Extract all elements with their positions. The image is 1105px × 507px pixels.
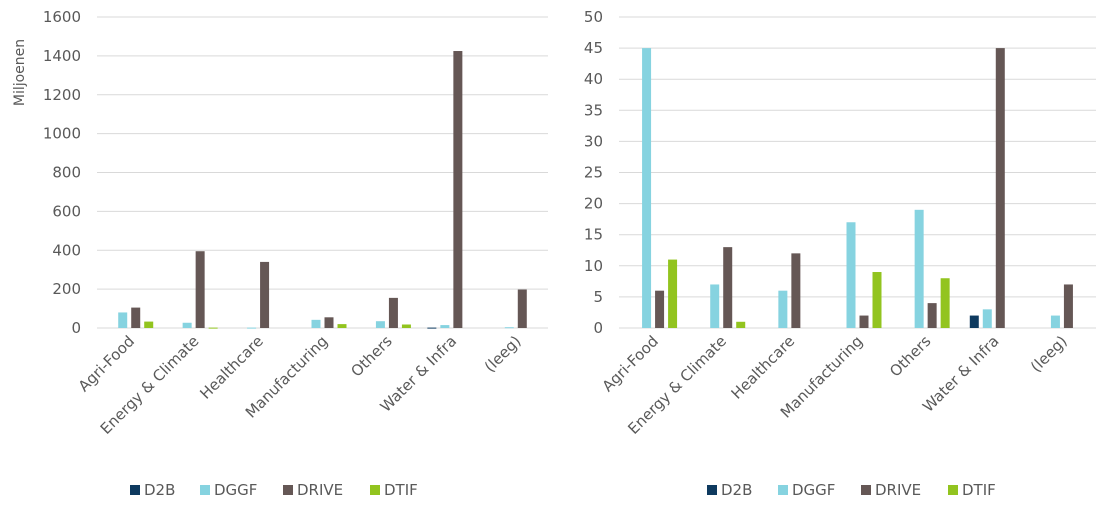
bar-dggf-agri-food — [118, 312, 128, 328]
bar-dggf-leeg — [1050, 315, 1060, 328]
legend-swatch-dtif — [948, 485, 958, 495]
bar-d2b-water-infra — [427, 327, 437, 329]
y-tick-label: 1200 — [43, 86, 81, 104]
bar-dggf-healthcare — [247, 327, 257, 329]
x-tick-label: Agri-Food — [599, 332, 662, 395]
legend-swatch-dggf — [778, 485, 788, 495]
bar-dggf-water-infra — [982, 309, 992, 328]
y-tick-label: 20 — [584, 195, 603, 213]
y-axis-title: Miljoenen — [12, 39, 28, 106]
bar-drive-others — [927, 303, 937, 328]
bar-dggf-agri-food — [642, 48, 652, 328]
bars — [642, 48, 1073, 328]
bar-drive-agri-food — [131, 307, 141, 328]
legend-label-dggf: DGGF — [214, 481, 257, 499]
bar-dggf-manufacturing — [311, 319, 321, 328]
legend-label-drive: DRIVE — [875, 481, 921, 499]
bar-drive-water-infra — [995, 48, 1005, 328]
bar-dggf-energy-climate — [710, 284, 720, 328]
bar-dggf-others — [375, 321, 385, 328]
y-tick-label: 800 — [52, 164, 81, 182]
y-tick-label: 30 — [584, 132, 603, 150]
legend-label-dggf: DGGF — [792, 481, 835, 499]
bar-drive-leeg — [1063, 284, 1073, 328]
legend: D2B DGGF DRIVE DTIF — [707, 481, 996, 499]
x-tick-label: (leeg) — [1027, 332, 1071, 376]
bar-dggf-leeg — [504, 327, 514, 329]
y-tick-label: 0 — [593, 319, 603, 337]
bar-dggf-manufacturing — [846, 222, 856, 328]
bar-dtif-agri-food — [144, 321, 154, 328]
bar-dtif-manufacturing — [337, 324, 347, 328]
bar-drive-energy-climate — [723, 247, 733, 328]
x-tick-label: Others — [347, 332, 396, 381]
y-tick-label: 400 — [52, 241, 81, 259]
bar-dtif-energy-climate — [208, 327, 218, 329]
bar-d2b-water-infra — [969, 315, 979, 328]
bar-drive-others — [388, 297, 398, 328]
bar-dtif-others — [940, 278, 950, 328]
legend-label-drive: DRIVE — [297, 481, 343, 499]
bars — [118, 51, 527, 329]
gridlines — [97, 16, 548, 329]
legend-label-dtif: DTIF — [962, 481, 996, 499]
bar-dtif-others — [401, 324, 411, 328]
legend: D2B DGGF DRIVE DTIF — [130, 481, 418, 499]
bar-dtif-agri-food — [668, 259, 678, 328]
legend-swatch-dggf — [200, 485, 210, 495]
y-tick-label: 0 — [71, 319, 81, 337]
legend-label-d2b: D2B — [144, 481, 175, 499]
y-tick-label: 1600 — [43, 8, 81, 26]
bar-drive-agri-food — [655, 290, 665, 328]
gridlines — [619, 16, 1096, 329]
y-tick-label: 200 — [52, 280, 81, 298]
y-tick-label: 1400 — [43, 47, 81, 65]
y-tick-label: 50 — [584, 8, 603, 26]
y-tick-label: 5 — [593, 288, 603, 306]
bar-drive-healthcare — [791, 253, 801, 328]
bar-drive-energy-climate — [195, 251, 205, 328]
y-tick-label: 10 — [584, 257, 603, 275]
bar-drive-manufacturing — [324, 317, 334, 328]
bar-dggf-healthcare — [778, 290, 788, 328]
bar-drive-healthcare — [260, 261, 270, 328]
legend-swatch-dtif — [370, 485, 380, 495]
bar-dtif-manufacturing — [872, 272, 882, 328]
legend-swatch-drive — [283, 485, 293, 495]
y-tick-label: 600 — [52, 202, 81, 220]
y-tick-label: 1000 — [43, 125, 81, 143]
x-tick-label: Healthcare — [728, 332, 799, 403]
legend-label-dtif: DTIF — [384, 481, 418, 499]
y-tick-label: 40 — [584, 70, 603, 88]
y-tick-label: 15 — [584, 226, 603, 244]
bar-drive-manufacturing — [859, 315, 869, 328]
legend-swatch-d2b — [707, 485, 717, 495]
x-tick-label: Others — [886, 332, 935, 381]
bar-drive-water-infra — [453, 51, 463, 328]
legend-swatch-drive — [861, 485, 871, 495]
y-tick-label: 35 — [584, 101, 603, 119]
bar-dggf-water-infra — [440, 325, 450, 328]
y-tick-label: 25 — [584, 164, 603, 182]
bar-dggf-energy-climate — [182, 322, 192, 328]
bar-dtif-energy-climate — [736, 321, 746, 328]
bar-drive-leeg — [517, 289, 527, 328]
legend-label-d2b: D2B — [721, 481, 752, 499]
x-tick-label: Healthcare — [196, 332, 267, 403]
y-tick-label: 45 — [584, 39, 603, 57]
bar-dggf-others — [914, 209, 924, 328]
x-tick-label: Agri-Food — [75, 332, 138, 395]
legend-swatch-d2b — [130, 485, 140, 495]
x-tick-label: (leeg) — [481, 332, 525, 376]
chart-1: 0 200 400 600 800 1000 1200 1400 1600 Miljoenen Ag… — [12, 8, 548, 499]
